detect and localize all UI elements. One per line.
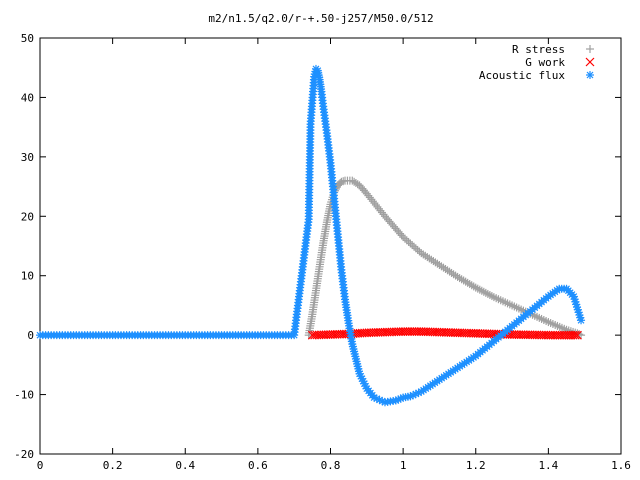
legend-label: G work (525, 56, 565, 69)
y-tick-label: 0 (27, 329, 34, 342)
data-point (463, 278, 472, 287)
legend-marker (586, 45, 594, 53)
data-point (455, 274, 464, 283)
data-point (447, 268, 456, 277)
data-marks (36, 64, 586, 407)
legend-label: Acoustic flux (479, 69, 565, 82)
data-point (481, 288, 490, 297)
data-point (445, 267, 454, 276)
x-tick-label: 0.2 (103, 459, 123, 472)
y-tick-label: 20 (21, 210, 34, 223)
axis-ticks: 0 0.2 0.4 0.6 0.8 1 1.2 1.4 1.6 -20 -10 0 10 20 30 40 50 (14, 32, 631, 472)
x-tick-label: 1.6 (611, 459, 631, 472)
legend-entry: G work (525, 56, 595, 69)
data-point (419, 250, 428, 259)
x-tick-label: 0 (37, 459, 44, 472)
legend-label: R stress (512, 43, 565, 56)
data-point (577, 331, 586, 340)
data-point (485, 290, 494, 299)
x-tick-label: 0.8 (321, 459, 341, 472)
x-tick-label: 0.4 (175, 459, 195, 472)
data-point (439, 263, 448, 272)
data-point (417, 249, 426, 258)
data-point (487, 292, 496, 301)
data-point (397, 231, 406, 240)
x-tick-label: 1 (400, 459, 407, 472)
data-point (423, 253, 432, 262)
data-point (465, 280, 474, 289)
data-point (461, 277, 470, 286)
data-point (429, 257, 438, 266)
data-point (564, 330, 574, 340)
data-point (475, 285, 484, 294)
data-point (425, 254, 434, 263)
y-tick-label: -10 (14, 389, 34, 402)
x-tick-label: 1.4 (538, 459, 558, 472)
data-point (427, 255, 436, 264)
legend-marker (585, 57, 595, 67)
data-point (459, 276, 468, 285)
data-point (451, 271, 460, 280)
data-point (443, 266, 452, 275)
series-acoustic-flux (36, 64, 586, 407)
data-point (568, 330, 578, 340)
y-tick-label: -20 (14, 448, 34, 461)
data-point (431, 258, 440, 267)
data-point (473, 284, 482, 293)
chart-title: m2/n1.5/q2.0/r-+.50-j257/M50.0/512 (208, 12, 433, 25)
plot-frame (39, 37, 622, 455)
data-point (570, 330, 580, 340)
y-tick-label: 10 (21, 270, 34, 283)
data-point (457, 275, 466, 284)
data-point (467, 281, 476, 290)
data-point (453, 272, 462, 281)
data-point (566, 330, 576, 340)
data-point (559, 330, 569, 340)
y-tick-label: 40 (21, 91, 34, 104)
x-tick-label: 0.6 (248, 459, 268, 472)
y-tick-label: 30 (21, 151, 34, 164)
data-point (562, 330, 571, 340)
data-point (483, 289, 492, 298)
data-point (469, 282, 478, 291)
x-tick-label: 1.2 (466, 459, 486, 472)
data-point (437, 262, 446, 271)
data-point (433, 259, 442, 268)
y-tick-label: 50 (21, 32, 34, 45)
data-point (471, 283, 480, 292)
data-point (421, 251, 430, 260)
data-point (435, 261, 444, 270)
data-point (449, 270, 458, 279)
legend-entry: R stress (512, 43, 594, 56)
data-point (577, 316, 586, 325)
data-point (477, 286, 486, 295)
data-point (479, 287, 488, 296)
legend-marker (586, 71, 594, 79)
data-point (441, 264, 450, 273)
legend-entry: Acoustic flux (479, 69, 594, 82)
data-point (573, 330, 582, 340)
